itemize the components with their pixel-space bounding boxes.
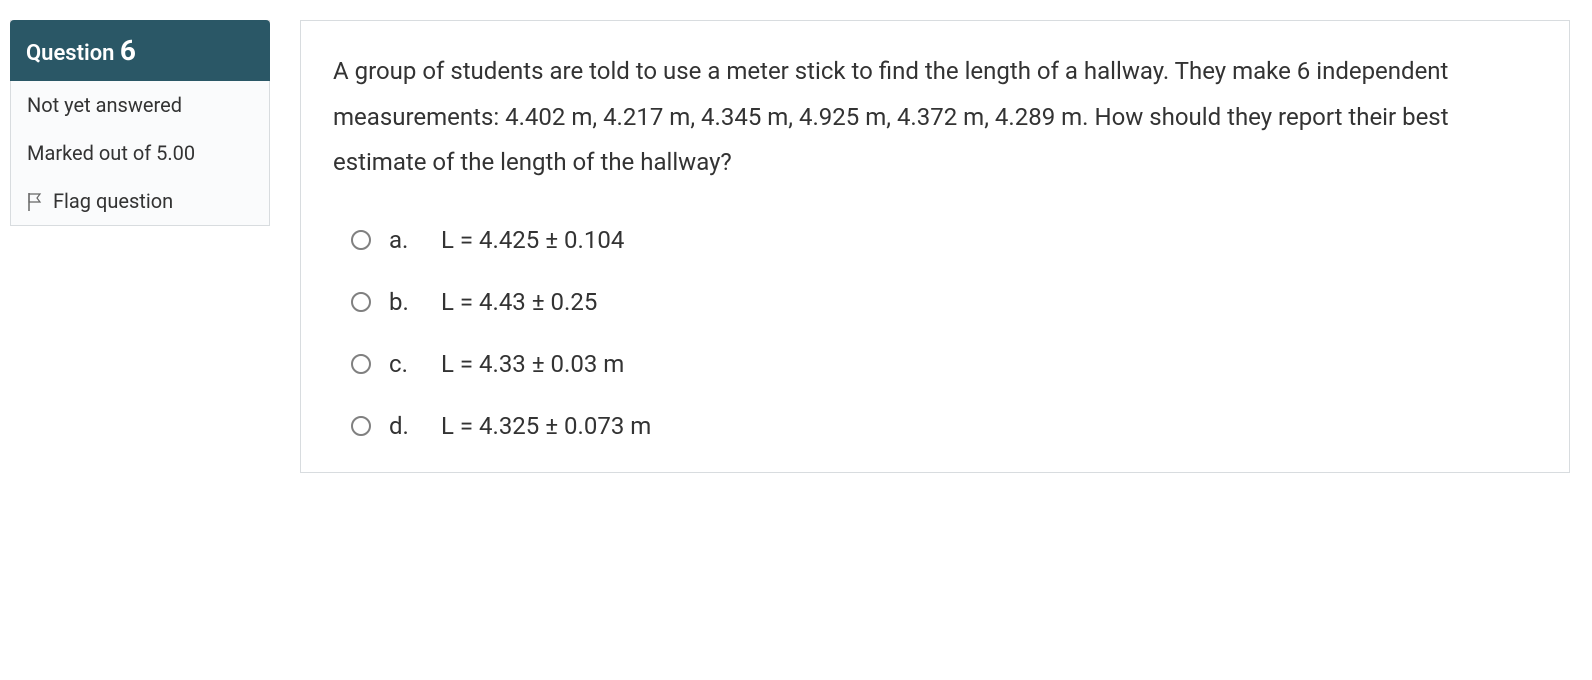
question-text: A group of students are told to use a me… <box>333 49 1537 186</box>
flag-question-label: Flag question <box>53 189 173 213</box>
answer-status: Not yet answered <box>11 81 269 129</box>
answer-text: L = 4.325 ± 0.073 m <box>441 412 651 440</box>
answer-text: L = 4.43 ± 0.25 <box>441 288 597 316</box>
flag-icon <box>27 192 45 210</box>
question-number: 6 <box>120 34 136 67</box>
flag-question-link[interactable]: Flag question <box>11 177 269 225</box>
question-info-panel: Question 6 Not yet answered Marked out o… <box>10 20 270 226</box>
radio-button[interactable] <box>351 354 371 374</box>
answer-option[interactable]: d. L = 4.325 ± 0.073 m <box>351 412 1537 440</box>
answer-letter: a. <box>389 226 423 254</box>
radio-button[interactable] <box>351 416 371 436</box>
question-header: Question 6 <box>10 20 270 81</box>
radio-button[interactable] <box>351 292 371 312</box>
answer-text: L = 4.425 ± 0.104 <box>441 226 624 254</box>
radio-button[interactable] <box>351 230 371 250</box>
answer-list: a. L = 4.425 ± 0.104 b. L = 4.43 ± 0.25 … <box>333 226 1537 440</box>
answer-letter: d. <box>389 412 423 440</box>
marks-info: Marked out of 5.00 <box>11 129 269 177</box>
question-content-panel: A group of students are told to use a me… <box>300 20 1570 473</box>
answer-letter: c. <box>389 350 423 378</box>
answer-option[interactable]: a. L = 4.425 ± 0.104 <box>351 226 1537 254</box>
question-label: Question <box>26 41 114 66</box>
answer-option[interactable]: c. L = 4.33 ± 0.03 m <box>351 350 1537 378</box>
answer-letter: b. <box>389 288 423 316</box>
answer-text: L = 4.33 ± 0.03 m <box>441 350 624 378</box>
answer-option[interactable]: b. L = 4.43 ± 0.25 <box>351 288 1537 316</box>
